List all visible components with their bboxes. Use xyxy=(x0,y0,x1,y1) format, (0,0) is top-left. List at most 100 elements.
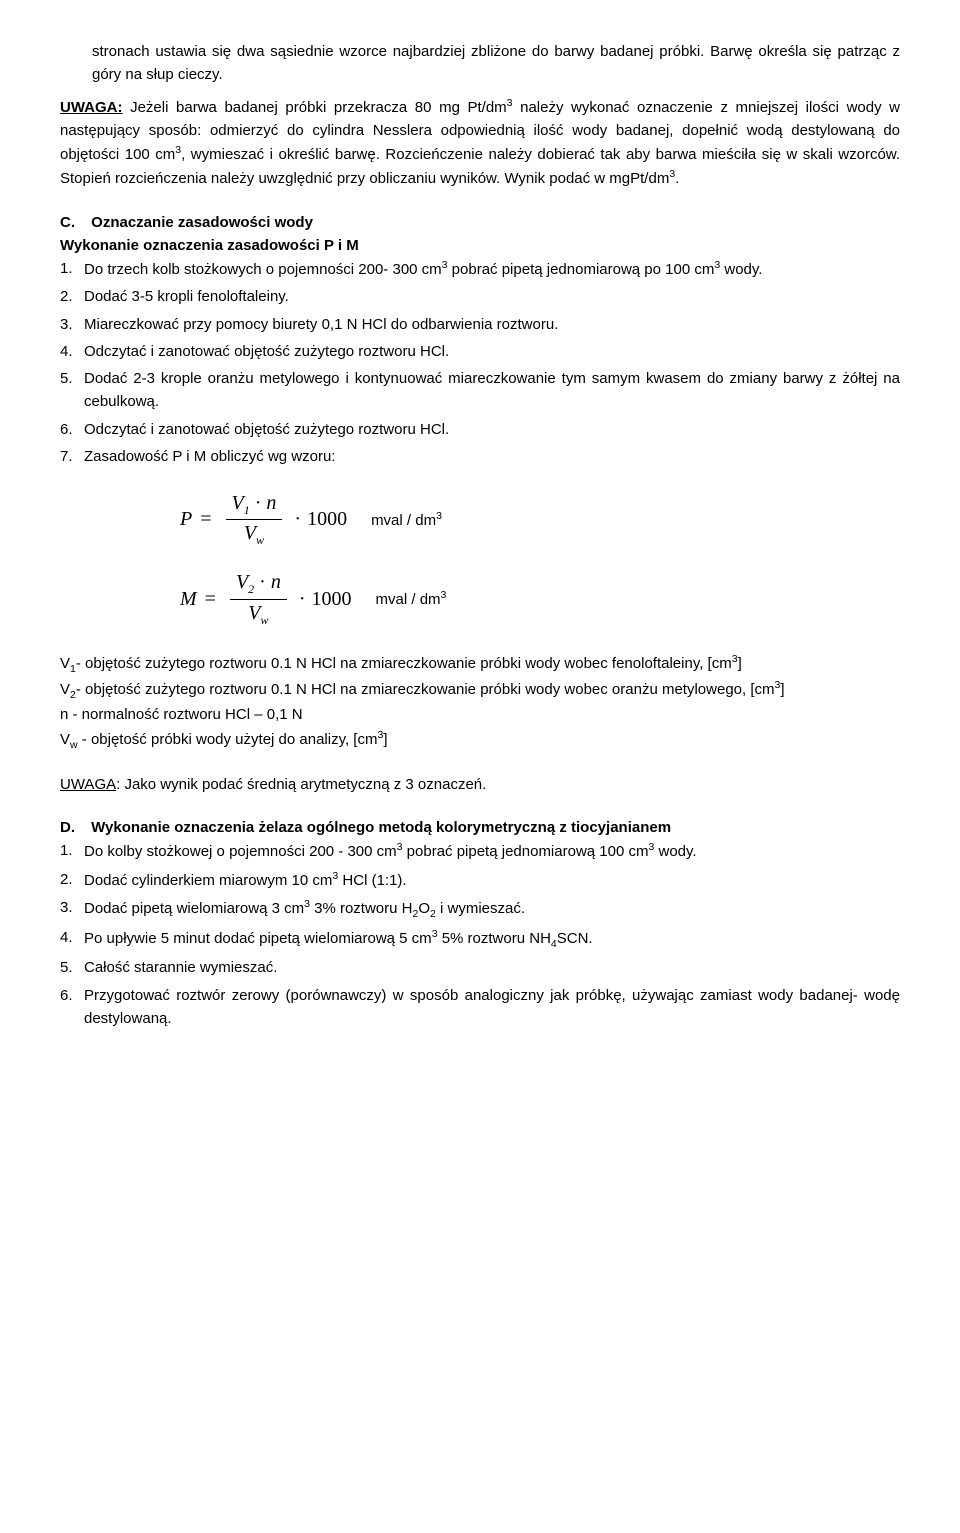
d-item-5: 5. Całość starannie wymieszać. xyxy=(60,956,900,979)
text: i wymieszać. xyxy=(436,900,525,917)
section-c-title: Oznaczanie zasadowości wody xyxy=(91,214,313,231)
li-num: 5. xyxy=(60,956,84,979)
uwaga-text-3: , wymieszać i określić barwę. Rozcieńcze… xyxy=(60,146,900,187)
frac-bot: Vw xyxy=(248,600,268,627)
c-item-4: 4. Odczytać i zanotować objętość zużyteg… xyxy=(60,340,900,363)
section-c-subtitle: Wykonanie oznaczenia zasadowości P i M xyxy=(60,234,900,257)
uwaga-paragraph: UWAGA: Jeżeli barwa badanej próbki przek… xyxy=(60,95,900,191)
section-d-label: D. xyxy=(60,819,75,836)
text: V xyxy=(60,731,70,748)
li-body: Do kolby stożkowej o pojemności 200 - 30… xyxy=(84,839,900,863)
text: 5% roztworu NH xyxy=(438,930,551,947)
c-item-3: 3. Miareczkować przy pomocy biurety 0,1 … xyxy=(60,313,900,336)
section-c-header: C. Oznaczanie zasadowości wody xyxy=(60,211,900,234)
frac-top: V1 · n xyxy=(226,492,283,520)
intro-paragraph: stronach ustawia się dwa sąsiednie wzorc… xyxy=(60,40,900,87)
uwaga2: UWAGA: Jako wynik podać średnią arytmety… xyxy=(60,773,900,796)
li-num: 4. xyxy=(60,926,84,952)
text: Do kolby stożkowej o pojemności 200 - 30… xyxy=(84,843,397,860)
c-item-5: 5. Dodać 2-3 krople oranżu metylowego i … xyxy=(60,367,900,414)
li-num: 2. xyxy=(60,868,84,892)
li-num: 5. xyxy=(60,367,84,414)
c-item-6: 6. Odczytać i zanotować objętość zużyteg… xyxy=(60,418,900,441)
li-body: Przygotować roztwór zerowy (porównawczy)… xyxy=(84,984,900,1031)
uwaga2-body: : Jako wynik podać średnią arytmetyczną … xyxy=(116,776,486,793)
li-body: Odczytać i zanotować objętość zużytego r… xyxy=(84,418,900,441)
li-body: Dodać pipetą wielomiarową 3 cm3 3% roztw… xyxy=(84,896,900,922)
uwaga-text-4: . xyxy=(675,170,679,187)
text: V xyxy=(60,655,70,672)
li-body: Dodać 3-5 kropli fenoloftaleiny. xyxy=(84,285,900,308)
formula-m: M = V2 · n Vw · 1000 mval / dm3 xyxy=(180,571,900,626)
def-n: n - normalność roztworu HCl – 0,1 N xyxy=(60,703,900,726)
sub-w: w xyxy=(70,739,78,751)
fraction: V2 · n Vw xyxy=(230,571,287,626)
li-num: 3. xyxy=(60,896,84,922)
li-num: 7. xyxy=(60,445,84,468)
thousand: 1000 xyxy=(307,504,347,535)
text: - objętość zużytego roztworu 0.1 N HCl n… xyxy=(76,655,732,672)
text: O xyxy=(418,900,430,917)
li-body: Całość starannie wymieszać. xyxy=(84,956,900,979)
equals: = xyxy=(205,584,216,615)
text: V xyxy=(60,681,70,698)
li-body: Odczytać i zanotować objętość zużytego r… xyxy=(84,340,900,363)
text: Dodać cylinderkiem miarowym 10 cm xyxy=(84,872,332,889)
intro-text: stronach ustawia się dwa sąsiednie wzorc… xyxy=(92,43,900,83)
li-body: Dodać 2-3 krople oranżu metylowego i kon… xyxy=(84,367,900,414)
def-vw: Vw - objętość próbki wody użytej do anal… xyxy=(60,727,900,753)
c-item-7: 7. Zasadowość P i M obliczyć wg wzoru: xyxy=(60,445,900,468)
dot: · xyxy=(294,504,301,535)
li-num: 6. xyxy=(60,418,84,441)
c-item-1: 1. Do trzech kolb stożkowych o pojemnośc… xyxy=(60,257,900,281)
text: ] xyxy=(780,681,784,698)
c-item-2: 2. Dodać 3-5 kropli fenoloftaleiny. xyxy=(60,285,900,308)
text: ] xyxy=(383,731,387,748)
fraction: V1 · n Vw xyxy=(226,492,283,547)
d-item-4: 4. Po upływie 5 minut dodać pipetą wielo… xyxy=(60,926,900,952)
text: - objętość próbki wody użytej do analizy… xyxy=(78,731,378,748)
d-item-3: 3. Dodać pipetą wielomiarową 3 cm3 3% ro… xyxy=(60,896,900,922)
text: pobrać pipetą jednomiarową po 100 cm xyxy=(448,261,715,278)
var-m: M xyxy=(180,584,197,615)
text: 3% roztworu H xyxy=(310,900,413,917)
unit: mval / dm3 xyxy=(371,508,442,532)
d-item-2: 2. Dodać cylinderkiem miarowym 10 cm3 HC… xyxy=(60,868,900,892)
li-num: 3. xyxy=(60,313,84,336)
li-body: Po upływie 5 minut dodać pipetą wielomia… xyxy=(84,926,900,952)
d-item-1: 1. Do kolby stożkowej o pojemności 200 -… xyxy=(60,839,900,863)
formula-p: P = V1 · n Vw · 1000 mval / dm3 xyxy=(180,492,900,547)
frac-bot: Vw xyxy=(244,520,264,547)
text: pobrać pipetą jednomiarową 100 cm xyxy=(403,843,649,860)
thousand: 1000 xyxy=(312,584,352,615)
d-item-6: 6. Przygotować roztwór zerowy (porównawc… xyxy=(60,984,900,1031)
unit: mval / dm3 xyxy=(376,587,447,611)
text: ] xyxy=(738,655,742,672)
unit-text: mval / dm xyxy=(371,512,436,529)
text: HCl (1:1). xyxy=(338,872,406,889)
li-body: Zasadowość P i M obliczyć wg wzoru: xyxy=(84,445,900,468)
text: SCN. xyxy=(557,930,593,947)
section-d-header: D. Wykonanie oznaczenia żelaza ogólnego … xyxy=(60,816,900,839)
text: Po upływie 5 minut dodać pipetą wielomia… xyxy=(84,930,432,947)
uwaga2-label: UWAGA xyxy=(60,776,116,793)
equals: = xyxy=(200,504,211,535)
section-c-label: C. xyxy=(60,214,75,231)
li-num: 4. xyxy=(60,340,84,363)
def-v1: V1- objętość zużytego roztworu 0.1 N HCl… xyxy=(60,651,900,677)
dot: · xyxy=(299,584,306,615)
def-v2: V2- objętość zużytego roztworu 0.1 N HCl… xyxy=(60,677,900,703)
text: Dodać pipetą wielomiarową 3 cm xyxy=(84,900,304,917)
li-num: 1. xyxy=(60,257,84,281)
uwaga-text-1: Jeżeli barwa badanej próbki przekracza 8… xyxy=(123,99,507,116)
unit-text: mval / dm xyxy=(376,591,441,608)
text: Do trzech kolb stożkowych o pojemności 2… xyxy=(84,261,442,278)
li-num: 1. xyxy=(60,839,84,863)
li-body: Dodać cylinderkiem miarowym 10 cm3 HCl (… xyxy=(84,868,900,892)
li-num: 6. xyxy=(60,984,84,1031)
var-p: P xyxy=(180,504,192,535)
uwaga-label: UWAGA: xyxy=(60,99,123,116)
frac-top: V2 · n xyxy=(230,571,287,599)
text: wody. xyxy=(654,843,696,860)
text: - objętość zużytego roztworu 0.1 N HCl n… xyxy=(76,681,775,698)
